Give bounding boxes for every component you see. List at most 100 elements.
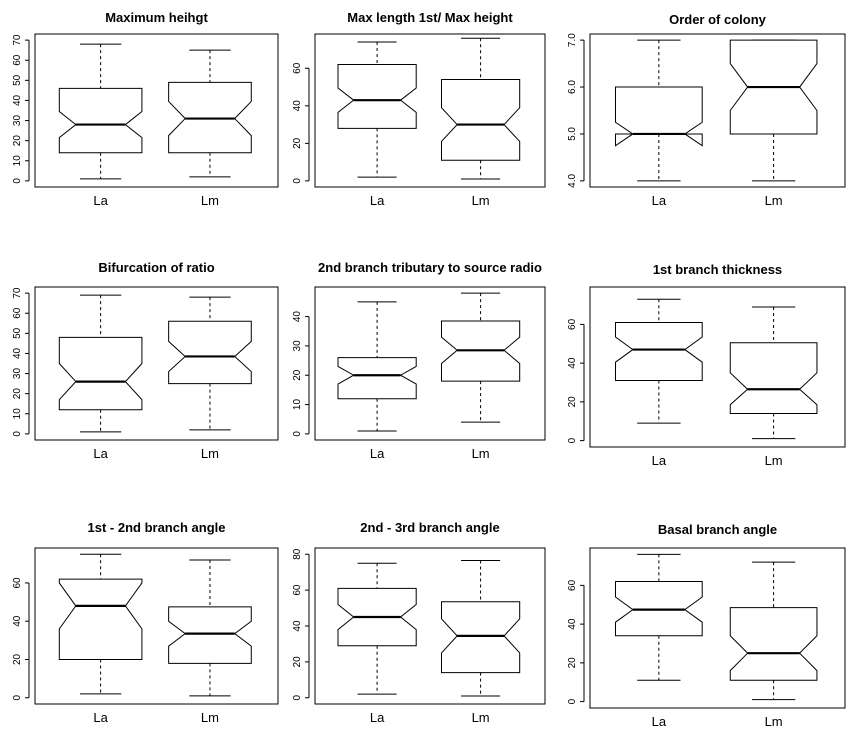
chart-panel-3: Order of colony 4.0 5.0 6.0 7.0 La Lm xyxy=(567,12,846,208)
y-tick-label: 4.0 xyxy=(567,173,578,187)
chart-title: 1st branch thickness xyxy=(653,262,782,277)
y-tick-label: 0 xyxy=(292,178,303,184)
plot-frame xyxy=(589,33,846,188)
x-category-label: La xyxy=(652,193,667,208)
x-category-label: Lm xyxy=(472,193,490,208)
y-tick-label: 40 xyxy=(12,347,23,359)
y-tick-label: 20 xyxy=(12,653,23,665)
y-tick-label: 40 xyxy=(12,615,23,627)
y-tick-label: 20 xyxy=(12,388,23,400)
x-category-label: La xyxy=(370,446,385,461)
y-tick-label: 7.0 xyxy=(567,33,578,47)
y-tick-label: 0 xyxy=(12,431,23,437)
y-tick-label: 10 xyxy=(292,399,303,411)
box-La xyxy=(615,86,703,147)
box-Lm xyxy=(168,320,252,385)
box-Lm xyxy=(168,606,252,664)
box-Lm xyxy=(441,79,521,161)
y-tick-label: 0 xyxy=(567,437,578,443)
chart-title: Basal branch angle xyxy=(658,522,777,537)
chart-title: Max length 1st/ Max height xyxy=(347,10,513,25)
y-tick-label: 70 xyxy=(12,287,23,299)
box-Lm xyxy=(729,607,818,681)
y-tick-label: 0 xyxy=(567,698,578,704)
y-tick-label: 20 xyxy=(567,657,578,669)
y-tick-label: 40 xyxy=(567,618,578,630)
y-tick-label: 0 xyxy=(292,431,303,437)
x-category-label: La xyxy=(370,193,385,208)
box-La xyxy=(58,336,143,411)
x-category-label: Lm xyxy=(201,710,219,725)
x-category-label: La xyxy=(93,710,108,725)
y-tick-label: 60 xyxy=(12,307,23,319)
y-tick-label: 50 xyxy=(12,74,23,86)
chart-panel-4: Bifurcation of ratio 0 10 20 30 40 50 60 70 La Lm xyxy=(12,260,279,461)
plot-frame xyxy=(314,547,546,705)
box-La xyxy=(337,64,417,129)
plot-frame xyxy=(34,286,279,441)
y-tick-label: 0 xyxy=(12,695,23,701)
y-tick-label: 60 xyxy=(292,62,303,74)
chart-panel-6: 1st branch thickness 0 20 40 60 La Lm xyxy=(567,262,846,468)
y-tick-label: 60 xyxy=(567,579,578,591)
y-tick-label: 70 xyxy=(12,34,23,46)
y-tick-label: 60 xyxy=(292,584,303,596)
plot-frame xyxy=(34,547,279,705)
y-tick-label: 60 xyxy=(12,54,23,66)
x-category-label: Lm xyxy=(765,714,783,729)
plot-frame xyxy=(314,33,546,188)
chart-panel-5: 2nd branch tributary to source radio 0 10 2… xyxy=(292,260,546,461)
plot-frame xyxy=(589,286,846,448)
plot-frame xyxy=(314,286,546,441)
x-category-label: Lm xyxy=(765,453,783,468)
y-tick-label: 6.0 xyxy=(567,80,578,94)
chart-title: Maximum heihgt xyxy=(105,10,208,25)
chart-title: Bifurcation of ratio xyxy=(98,260,214,275)
y-tick-label: 40 xyxy=(567,357,578,369)
y-tick-label: 20 xyxy=(292,656,303,668)
x-category-label: Lm xyxy=(201,446,219,461)
y-tick-label: 0 xyxy=(12,178,23,184)
y-tick-label: 0 xyxy=(292,695,303,701)
chart-title: 2nd - 3rd branch angle xyxy=(360,520,499,535)
x-category-label: La xyxy=(652,453,667,468)
y-tick-label: 60 xyxy=(12,577,23,589)
chart-panel-9: Basal branch angle 0 20 40 60 La Lm xyxy=(567,522,846,729)
y-tick-label: 40 xyxy=(292,620,303,632)
chart-title: Order of colony xyxy=(669,12,767,27)
x-category-label: La xyxy=(370,710,385,725)
box-La xyxy=(615,321,703,382)
box-Lm xyxy=(729,342,818,414)
y-tick-label: 30 xyxy=(292,340,303,352)
chart-panel-7: 1st - 2nd branch angle 0 20 40 60 La Lm xyxy=(12,520,279,725)
chart-panel-1: Maximum heihgt 0 10 20 30 40 50 60 70 La Lm xyxy=(12,10,279,208)
x-category-label: Lm xyxy=(201,193,219,208)
box-Lm xyxy=(441,601,521,674)
box-La xyxy=(337,357,417,400)
y-tick-label: 20 xyxy=(292,137,303,149)
chart-panel-8: 2nd - 3rd branch angle 0 20 40 60 80 La Lm xyxy=(292,520,546,725)
x-category-label: Lm xyxy=(472,446,490,461)
y-tick-label: 30 xyxy=(12,368,23,380)
plot-frame xyxy=(589,547,846,709)
y-tick-label: 80 xyxy=(292,548,303,560)
box-La xyxy=(58,578,143,660)
y-tick-label: 5.0 xyxy=(567,127,578,141)
y-tick-label: 50 xyxy=(12,327,23,339)
chart-title: 1st - 2nd branch angle xyxy=(88,520,226,535)
x-category-label: Lm xyxy=(472,710,490,725)
y-tick-label: 10 xyxy=(12,155,23,167)
plot-frame xyxy=(34,33,279,188)
x-category-label: La xyxy=(652,714,667,729)
chart-panel-2: Max length 1st/ Max height 0 20 40 60 La Lm xyxy=(292,10,546,208)
y-tick-label: 40 xyxy=(292,311,303,323)
y-tick-label: 20 xyxy=(12,135,23,147)
y-tick-label: 30 xyxy=(12,115,23,127)
x-category-label: Lm xyxy=(765,193,783,208)
chart-title: 2nd branch tributary to source radio xyxy=(318,260,542,275)
box-La xyxy=(58,87,143,154)
y-tick-label: 10 xyxy=(12,408,23,420)
x-category-label: La xyxy=(93,193,108,208)
x-category-label: La xyxy=(93,446,108,461)
